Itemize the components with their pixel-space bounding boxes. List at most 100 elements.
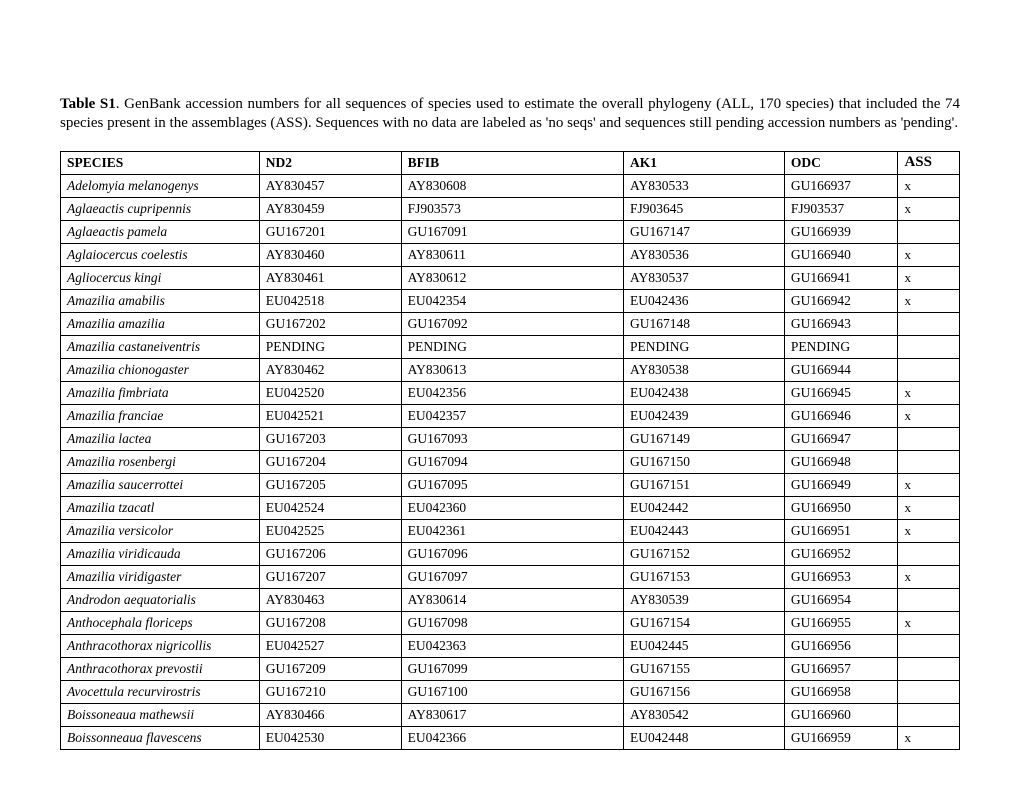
col-ass: ASS bbox=[898, 151, 960, 174]
accession-cell: EU042439 bbox=[624, 404, 785, 427]
table-row: Boissoneaua mathewsiiAY830466AY830617AY8… bbox=[61, 703, 960, 726]
table-row: Amazilia rosenbergiGU167204GU167094GU167… bbox=[61, 450, 960, 473]
accession-cell: GU167099 bbox=[401, 657, 623, 680]
species-cell: Amazilia amabilis bbox=[61, 289, 260, 312]
ass-cell bbox=[898, 358, 960, 381]
table-row: Anthracothorax nigricollisEU042527EU0423… bbox=[61, 634, 960, 657]
accession-cell: PENDING bbox=[401, 335, 623, 358]
species-cell: Amazilia viridigaster bbox=[61, 565, 260, 588]
table-body: Adelomyia melanogenysAY830457AY830608AY8… bbox=[61, 174, 960, 749]
species-cell: Androdon aequatorialis bbox=[61, 588, 260, 611]
accession-cell: GU167097 bbox=[401, 565, 623, 588]
ass-cell: x bbox=[898, 519, 960, 542]
col-odc: ODC bbox=[784, 151, 898, 174]
ass-cell bbox=[898, 542, 960, 565]
accession-cell: EU042518 bbox=[259, 289, 401, 312]
table-row: Amazilia amabilisEU042518EU042354EU04243… bbox=[61, 289, 960, 312]
accession-cell: FJ903645 bbox=[624, 197, 785, 220]
col-nd2: ND2 bbox=[259, 151, 401, 174]
accession-cell: GU167153 bbox=[624, 565, 785, 588]
table-row: Androdon aequatorialisAY830463AY830614AY… bbox=[61, 588, 960, 611]
table-row: Amazilia chionogasterAY830462AY830613AY8… bbox=[61, 358, 960, 381]
ass-cell: x bbox=[898, 381, 960, 404]
species-cell: Amazilia viridicauda bbox=[61, 542, 260, 565]
accession-cell: EU042521 bbox=[259, 404, 401, 427]
accession-cell: GU167203 bbox=[259, 427, 401, 450]
accession-cell: EU042361 bbox=[401, 519, 623, 542]
accession-cell: AY830457 bbox=[259, 174, 401, 197]
ass-cell: x bbox=[898, 174, 960, 197]
col-bfib: BFIB bbox=[401, 151, 623, 174]
accession-cell: GU166956 bbox=[784, 634, 898, 657]
accession-cell: GU167205 bbox=[259, 473, 401, 496]
species-cell: Boissoneaua mathewsii bbox=[61, 703, 260, 726]
accession-cell: AY830536 bbox=[624, 243, 785, 266]
accession-cell: PENDING bbox=[784, 335, 898, 358]
accession-cell: GU166941 bbox=[784, 266, 898, 289]
accession-cell: GU167094 bbox=[401, 450, 623, 473]
species-cell: Amazilia chionogaster bbox=[61, 358, 260, 381]
col-species: SPECIES bbox=[61, 151, 260, 174]
accession-cell: EU042356 bbox=[401, 381, 623, 404]
accession-cell: GU167151 bbox=[624, 473, 785, 496]
accession-cell: EU042438 bbox=[624, 381, 785, 404]
accession-cell: GU167095 bbox=[401, 473, 623, 496]
accession-cell: GU166949 bbox=[784, 473, 898, 496]
table-row: Aglaeactis cupripennisAY830459FJ903573FJ… bbox=[61, 197, 960, 220]
caption-text: . GenBank accession numbers for all sequ… bbox=[60, 96, 960, 131]
species-cell: Anthracothorax prevostii bbox=[61, 657, 260, 680]
accession-cell: GU166953 bbox=[784, 565, 898, 588]
species-cell: Aglaeactis cupripennis bbox=[61, 197, 260, 220]
accession-cell: AY830617 bbox=[401, 703, 623, 726]
accession-cell: EU042360 bbox=[401, 496, 623, 519]
accession-cell: AY830539 bbox=[624, 588, 785, 611]
table-row: Amazilia castaneiventrisPENDINGPENDINGPE… bbox=[61, 335, 960, 358]
accession-cell: EU042527 bbox=[259, 634, 401, 657]
ass-cell bbox=[898, 703, 960, 726]
accession-cell: GU167149 bbox=[624, 427, 785, 450]
accession-cell: AY830460 bbox=[259, 243, 401, 266]
accession-cell: GU167093 bbox=[401, 427, 623, 450]
accession-cell: EU042436 bbox=[624, 289, 785, 312]
species-cell: Avocettula recurvirostris bbox=[61, 680, 260, 703]
species-cell: Aglaiocercus coelestis bbox=[61, 243, 260, 266]
accession-cell: GU167098 bbox=[401, 611, 623, 634]
accession-cell: AY830542 bbox=[624, 703, 785, 726]
table-row: Amazilia viridigasterGU167207GU167097GU1… bbox=[61, 565, 960, 588]
ass-cell bbox=[898, 634, 960, 657]
table-row: Adelomyia melanogenysAY830457AY830608AY8… bbox=[61, 174, 960, 197]
table-row: Amazilia lacteaGU167203GU167093GU167149G… bbox=[61, 427, 960, 450]
accession-cell: GU167206 bbox=[259, 542, 401, 565]
accession-cell: GU167154 bbox=[624, 611, 785, 634]
accession-cell: AY830612 bbox=[401, 266, 623, 289]
species-cell: Anthracothorax nigricollis bbox=[61, 634, 260, 657]
accession-cell: GU166937 bbox=[784, 174, 898, 197]
accession-cell: EU042445 bbox=[624, 634, 785, 657]
table-row: Avocettula recurvirostrisGU167210GU16710… bbox=[61, 680, 960, 703]
accession-cell: AY830608 bbox=[401, 174, 623, 197]
accession-cell: FJ903573 bbox=[401, 197, 623, 220]
accession-cell: GU167147 bbox=[624, 220, 785, 243]
accession-cell: GU167209 bbox=[259, 657, 401, 680]
ass-cell bbox=[898, 220, 960, 243]
accession-cell: EU042525 bbox=[259, 519, 401, 542]
ass-cell bbox=[898, 427, 960, 450]
accession-cell: EU042448 bbox=[624, 726, 785, 749]
accession-cell: GU166958 bbox=[784, 680, 898, 703]
accession-cell: GU166944 bbox=[784, 358, 898, 381]
ass-cell: x bbox=[898, 496, 960, 519]
accession-cell: GU166954 bbox=[784, 588, 898, 611]
accession-cell: EU042357 bbox=[401, 404, 623, 427]
table-row: Amazilia amaziliaGU167202GU167092GU16714… bbox=[61, 312, 960, 335]
accession-cell: AY830533 bbox=[624, 174, 785, 197]
ass-cell: x bbox=[898, 404, 960, 427]
ass-cell: x bbox=[898, 266, 960, 289]
species-cell: Amazilia lactea bbox=[61, 427, 260, 450]
accession-cell: GU167155 bbox=[624, 657, 785, 680]
table-row: Anthocephala floricepsGU167208GU167098GU… bbox=[61, 611, 960, 634]
table-header-row: SPECIES ND2 BFIB AK1 ODC ASS bbox=[61, 151, 960, 174]
accession-cell: GU167152 bbox=[624, 542, 785, 565]
accession-cell: GU167092 bbox=[401, 312, 623, 335]
table-row: Aglaeactis pamelaGU167201GU167091GU16714… bbox=[61, 220, 960, 243]
accession-cell: AY830537 bbox=[624, 266, 785, 289]
